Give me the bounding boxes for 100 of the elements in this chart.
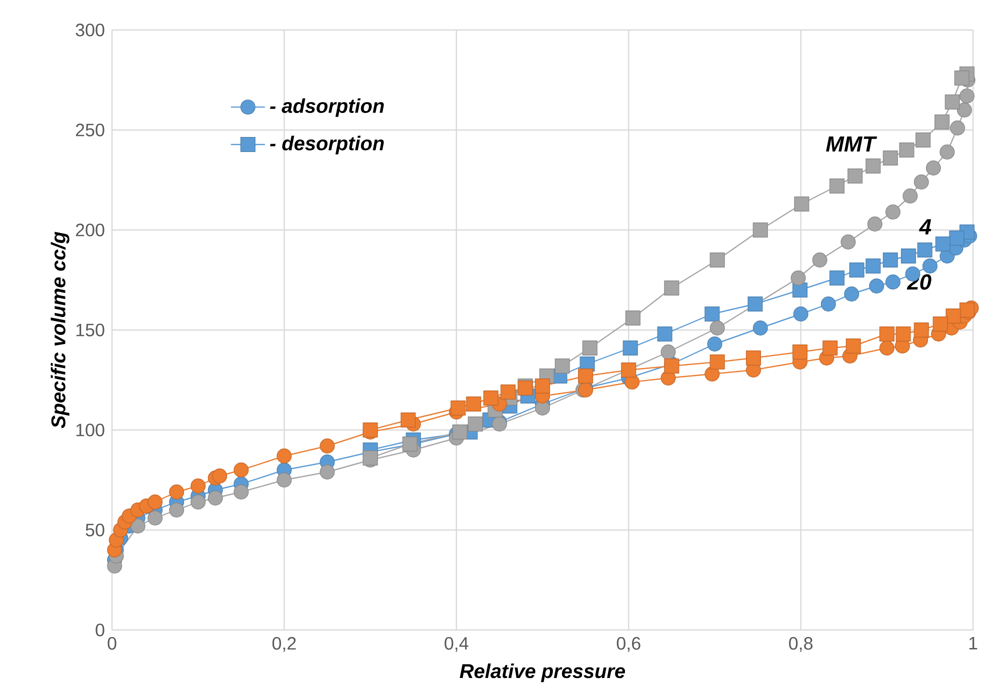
point [940, 144, 955, 160]
point [885, 204, 900, 220]
point [879, 340, 894, 356]
point [212, 468, 228, 484]
y-tick-label: 100 [76, 424, 104, 436]
point [950, 120, 966, 136]
annotation: 4 [918, 219, 932, 234]
point [944, 94, 960, 110]
point [879, 326, 894, 342]
point [867, 216, 882, 232]
point [926, 160, 941, 176]
point [820, 296, 836, 312]
point [793, 306, 808, 322]
point [792, 344, 808, 360]
x-tick-label: 0,4 [444, 637, 468, 652]
point [400, 412, 416, 428]
point [866, 258, 881, 274]
point [710, 354, 725, 370]
point [954, 70, 970, 86]
point [790, 270, 806, 286]
point [746, 350, 761, 366]
point [848, 168, 863, 184]
point [578, 368, 594, 384]
point [704, 306, 720, 322]
point [130, 518, 146, 534]
point [844, 286, 860, 302]
point [554, 358, 570, 374]
point [840, 234, 856, 250]
point [535, 378, 550, 394]
point [190, 478, 206, 494]
point [276, 472, 292, 488]
point [946, 308, 961, 324]
point [664, 280, 680, 296]
point [234, 462, 249, 478]
point [466, 396, 482, 412]
point [190, 494, 206, 510]
point [664, 358, 680, 374]
point [932, 316, 948, 332]
point [914, 322, 929, 338]
y-tick-label: 0 [96, 624, 104, 636]
point [468, 416, 483, 432]
point [882, 252, 898, 268]
point [169, 484, 184, 500]
point [959, 302, 974, 318]
point [812, 252, 828, 268]
point [882, 150, 898, 166]
point [866, 158, 881, 174]
point [483, 390, 498, 406]
point [707, 336, 722, 352]
x-tick-label: 0,6 [616, 637, 640, 652]
point [362, 422, 378, 438]
point [625, 310, 640, 326]
x-tick-label: 0,8 [789, 637, 812, 652]
point [846, 338, 861, 354]
point [914, 174, 929, 190]
point [402, 436, 418, 452]
point [794, 196, 810, 212]
y-tick-label: 200 [76, 224, 104, 236]
point [752, 222, 768, 238]
point [748, 296, 763, 312]
point [450, 400, 466, 416]
legend-label: - adsorption [270, 98, 384, 117]
point [922, 258, 938, 274]
point [829, 270, 844, 286]
point [535, 400, 550, 416]
annotation: MMT [826, 136, 878, 152]
point [622, 340, 638, 356]
point [899, 142, 914, 158]
point [500, 384, 516, 400]
y-tick-label: 300 [76, 24, 104, 36]
point [902, 188, 918, 204]
point [885, 274, 900, 290]
point [704, 366, 720, 382]
point [869, 278, 884, 294]
y-tick-label: 250 [76, 124, 104, 136]
point [582, 340, 598, 356]
point [956, 102, 972, 118]
point [959, 88, 974, 104]
point [822, 340, 838, 356]
point [169, 502, 184, 518]
point [208, 490, 223, 506]
point [896, 326, 911, 342]
y-axis-title: Specific volume cc/g [50, 232, 70, 428]
point [917, 242, 932, 258]
point [578, 382, 594, 398]
point [148, 510, 163, 526]
y-tick-label: 50 [86, 524, 104, 536]
point [452, 424, 468, 440]
point [320, 464, 335, 480]
point [657, 326, 672, 342]
y-tick-label: 150 [76, 324, 104, 336]
point [900, 248, 916, 264]
x-tick-label: 1 [969, 637, 978, 650]
legend-label: - desorption [270, 136, 384, 154]
point [362, 450, 378, 466]
point [829, 178, 844, 194]
x-tick-label: 0,2 [272, 637, 296, 652]
point [492, 416, 507, 432]
x-tick-label: 0 [108, 637, 116, 650]
point [234, 484, 249, 500]
